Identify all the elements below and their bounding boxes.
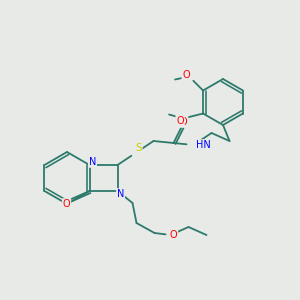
Text: O: O [176,116,184,125]
Text: HN: HN [196,140,210,150]
Text: S: S [135,143,142,153]
Text: O: O [180,117,187,127]
Text: N: N [117,189,124,199]
Text: O: O [182,70,190,80]
Text: N: N [89,157,96,167]
Text: O: O [63,199,70,209]
Text: O: O [170,230,177,240]
